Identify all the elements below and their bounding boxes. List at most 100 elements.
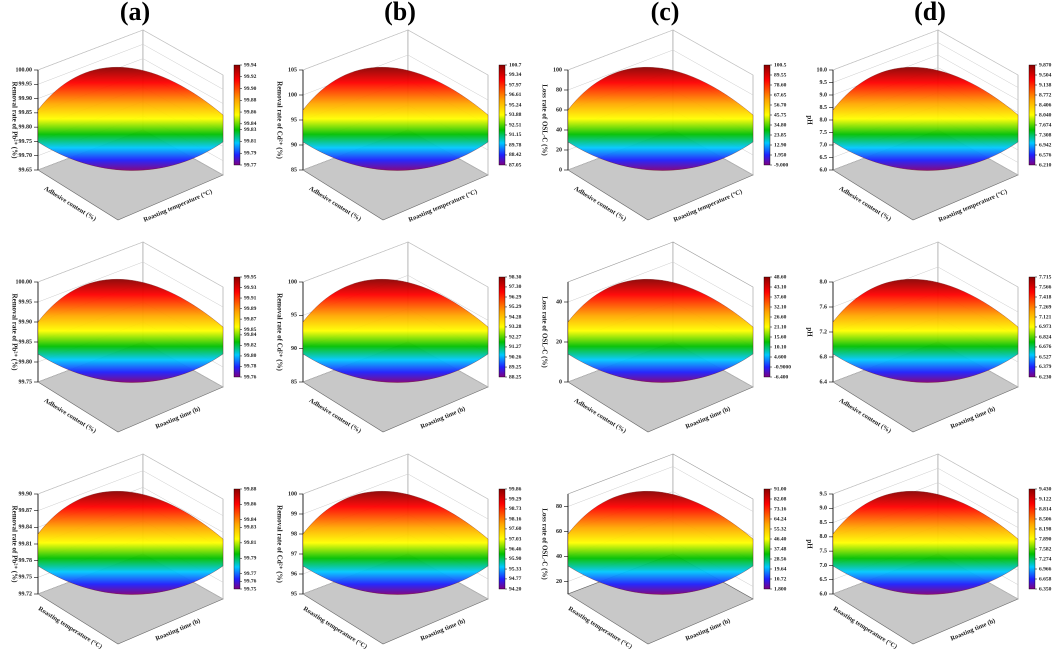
colorbar-tick-label: 43.10 — [774, 284, 787, 290]
z-tick-label: 0 — [559, 167, 562, 173]
z-tick-label: 100.00 — [16, 279, 33, 285]
grid-line — [302, 473, 489, 520]
z-tick-label: 100.00 — [16, 67, 33, 73]
z-tick-label: 99.80 — [19, 125, 33, 131]
colorbar-tick-label: 7.890 — [1039, 536, 1052, 542]
colorbar-tick-label: 1.800 — [774, 586, 787, 592]
z-tick-label: 99.75 — [19, 575, 33, 581]
surface — [37, 67, 224, 171]
z-tick-label: 85 — [291, 379, 297, 385]
panel-label: (b) — [384, 0, 416, 26]
z-tick-label: 20 — [556, 147, 562, 153]
colorbar-tick-label: 92.27 — [509, 334, 522, 340]
colorbar-tick-label: 7.269 — [1039, 304, 1052, 310]
colorbar-tick-label: 90.26 — [509, 354, 522, 360]
grid-line — [832, 29, 1019, 76]
colorbar-tick-label: 99.77 — [244, 162, 257, 168]
surface — [832, 67, 1019, 171]
z-tick-label: 99.87 — [19, 508, 33, 514]
z-axis-label: Loss rate of OSL-C (%) — [540, 508, 548, 580]
surface — [302, 279, 489, 383]
z-tick-label: 6.0 — [820, 591, 828, 597]
colorbar-tick-label: 8.040 — [1039, 112, 1052, 118]
z-tick-label: 99.90 — [19, 319, 33, 325]
surface — [832, 279, 1019, 383]
colorbar-tick-label: 95.29 — [509, 304, 522, 310]
colorbar-tick-label: -6.400 — [774, 374, 788, 380]
colorbar-tick-label: 89.25 — [509, 364, 522, 370]
colorbar-tick-label: 99.90 — [244, 86, 257, 92]
colorbar-tick-label: 88.25 — [509, 374, 522, 380]
z-tick-label: 98 — [291, 531, 297, 537]
colorbar-tick-label: 99.79 — [244, 555, 257, 561]
z-tick-label: 95 — [291, 117, 297, 123]
z-tick-label: 100 — [553, 67, 562, 73]
grid-line — [37, 470, 224, 516]
colorbar-tick-label: 99.86 — [244, 502, 257, 508]
colorbar-tick-label: 95.24 — [509, 102, 522, 108]
colorbar-tick-label: 99.81 — [244, 139, 257, 145]
surface — [832, 491, 1019, 595]
grid-line — [832, 453, 1019, 500]
z-tick-label: 97 — [291, 551, 297, 557]
colorbar-tick-label: 91.15 — [509, 132, 522, 138]
colorbar-tick-label: 10.10 — [774, 344, 787, 350]
colorbar-tick-label: 99.84 — [244, 332, 257, 338]
z-tick-label: 8.5 — [820, 105, 828, 111]
z-tick-label: 60 — [556, 529, 562, 535]
colorbar-tick-label: 37.48 — [774, 546, 787, 552]
colorbar-tick-label: 98.16 — [509, 516, 522, 522]
z-tick-label: 99.80 — [19, 359, 33, 365]
z-tick-label: 105 — [288, 67, 297, 73]
colorbar-tick-label: 93.88 — [509, 112, 522, 118]
z-tick-label: 80 — [556, 87, 562, 93]
colorbar-tick-label: 99.87 — [244, 316, 257, 322]
colorbar-tick-label: 19.64 — [774, 566, 787, 572]
colorbar-tick-label: 93.28 — [509, 324, 522, 330]
colorbar-tick-label: 99.84 — [244, 517, 257, 523]
colorbar-tick-label: 87.05 — [509, 162, 522, 168]
z-tick-label: 6.5 — [820, 155, 828, 161]
colorbar — [1028, 488, 1036, 590]
colorbar-tick-label: 7.121 — [1039, 314, 1052, 320]
colorbar-tick-label: 46.40 — [774, 536, 787, 542]
colorbar-tick-label: 89.78 — [509, 142, 522, 148]
panel-label: (d) — [914, 0, 946, 26]
z-tick-label: 99.81 — [19, 541, 33, 547]
z-axis-label: Removal rate of Cd²⁺ (%) — [275, 505, 283, 583]
colorbar — [1028, 276, 1036, 378]
colorbar-tick-label: 88.42 — [509, 152, 522, 158]
colorbar-tick-label: 6.350 — [1039, 586, 1052, 592]
grid-line — [302, 29, 489, 76]
grid-line — [37, 44, 224, 90]
z-tick-label: 99.70 — [19, 153, 33, 159]
colorbar-tick-label: 100.7 — [509, 62, 522, 68]
colorbar-tick-label: 6.230 — [1039, 374, 1052, 380]
colorbar-tick-label: 9.430 — [1039, 486, 1052, 492]
colorbar-tick-label: 6.942 — [1039, 142, 1052, 148]
z-axis-label: Removal rate of Pb²⁺ (%) — [10, 506, 18, 584]
colorbar-tick-label: 9.138 — [1039, 82, 1052, 88]
z-tick-label: 90 — [291, 346, 297, 352]
z-tick-label: 7.5 — [820, 549, 828, 555]
z-tick-label: 7.0 — [820, 563, 828, 569]
panel: 100.00 99.95 99.90 99.85 99.80 99.75 99.70 99.6… — [10, 29, 257, 224]
surface — [567, 67, 754, 171]
z-tick-label: 96 — [291, 571, 297, 577]
colorbar-tick-label: 99.76 — [244, 374, 257, 380]
panel: 99.90 99.87 99.84 99.81 99.78 99.75 99.72 Remov… — [10, 453, 257, 651]
colorbar-tick-label: 99.76 — [244, 579, 257, 585]
surface — [567, 279, 754, 383]
z-tick-label: 80 — [556, 504, 562, 510]
colorbar — [233, 488, 241, 590]
colorbar-tick-label: 97.97 — [509, 82, 522, 88]
colorbar-tick-label: 7.566 — [1039, 284, 1052, 290]
surface — [567, 491, 754, 595]
colorbar-tick-label: 99.79 — [244, 151, 257, 157]
colorbar-tick-label: 21.10 — [774, 324, 787, 330]
colorbar-tick-label: 32.10 — [774, 304, 787, 310]
colorbar-tick-label: 99.34 — [509, 72, 522, 78]
colorbar-tick-label: 99.88 — [244, 98, 257, 104]
colorbar-tick-label: 96.61 — [509, 92, 522, 98]
